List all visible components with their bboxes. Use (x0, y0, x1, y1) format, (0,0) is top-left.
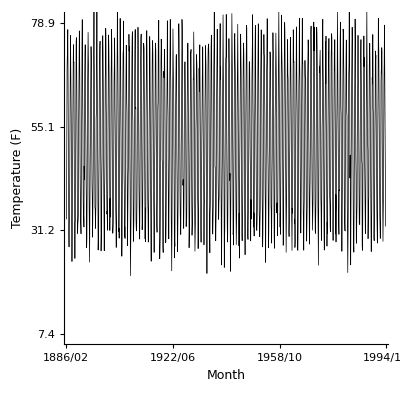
Y-axis label: Temperature (F): Temperature (F) (12, 128, 24, 228)
X-axis label: Month: Month (206, 368, 246, 382)
